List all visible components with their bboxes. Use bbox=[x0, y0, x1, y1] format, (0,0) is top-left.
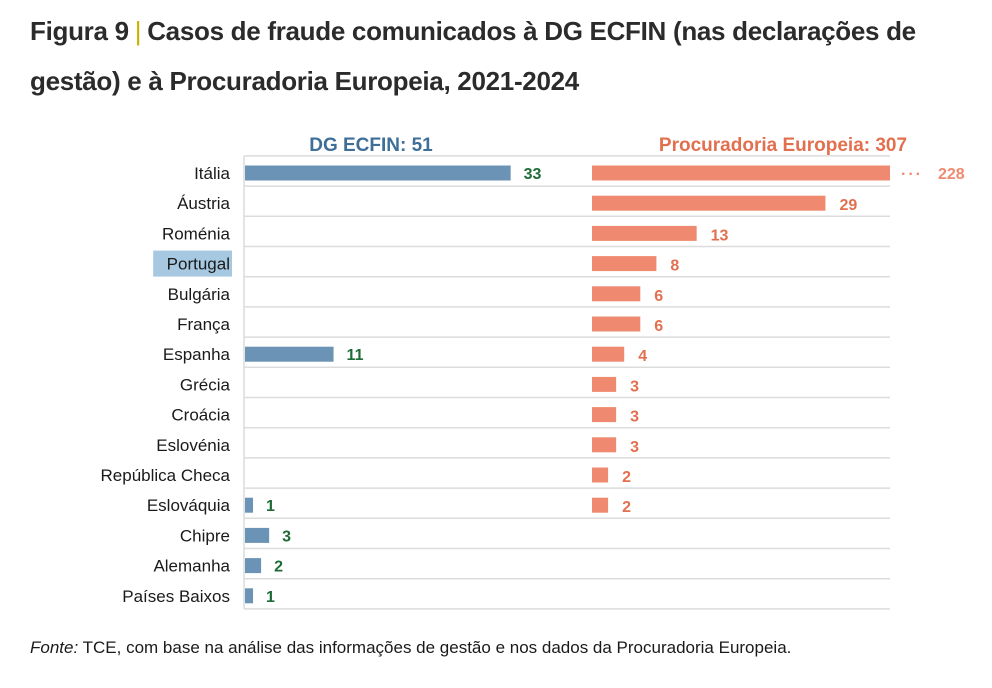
category-label: Croácia bbox=[171, 406, 230, 425]
bar-procuradoria bbox=[592, 225, 697, 241]
data-label-procuradoria: 3 bbox=[630, 378, 639, 395]
bar-dg-ecfin bbox=[245, 165, 511, 181]
bar-procuradoria bbox=[592, 165, 890, 181]
bar-dg-ecfin bbox=[245, 497, 254, 513]
data-label-procuradoria: 4 bbox=[638, 348, 647, 365]
bar-dg-ecfin bbox=[245, 346, 334, 362]
source-note: Fonte: TCE, com base na análise das info… bbox=[30, 638, 791, 658]
data-label-procuradoria: 13 bbox=[711, 227, 729, 244]
title-separator: | bbox=[134, 16, 142, 46]
data-label-procuradoria: 8 bbox=[670, 258, 679, 275]
category-highlight bbox=[153, 250, 232, 277]
data-label-dg-ecfin: 11 bbox=[347, 347, 364, 364]
chart: DG ECFIN: 51 Procuradoria Europeia: 307 It… bbox=[101, 135, 965, 610]
data-label-procuradoria: 29 bbox=[839, 197, 857, 214]
truncation-marker: ··· bbox=[901, 166, 923, 183]
figure-title: Figura 9 | Casos de fraude comunicados à D… bbox=[30, 6, 980, 106]
category-label: França bbox=[177, 315, 230, 334]
category-label: Espanha bbox=[163, 345, 231, 364]
bar-procuradoria bbox=[592, 316, 641, 332]
category-label: Itália bbox=[194, 164, 230, 183]
category-label: Portugal bbox=[167, 255, 230, 274]
bar-procuradoria bbox=[592, 407, 617, 423]
category-label: Eslovénia bbox=[156, 436, 230, 455]
data-label-procuradoria: 6 bbox=[654, 288, 663, 305]
bar-dg-ecfin bbox=[245, 588, 254, 604]
panel-title-procuradoria: Procuradoria Europeia: 307 bbox=[659, 135, 907, 156]
data-label-procuradoria: 2 bbox=[622, 469, 631, 486]
figure-label: Figura 9 bbox=[30, 16, 129, 46]
data-label-procuradoria: 3 bbox=[630, 439, 639, 456]
category-label: Alemanha bbox=[153, 557, 230, 576]
data-label-procuradoria: 228 bbox=[938, 166, 965, 183]
data-label-procuradoria: 3 bbox=[630, 409, 639, 426]
bar-procuradoria bbox=[592, 437, 617, 453]
data-label-dg-ecfin: 33 bbox=[524, 166, 542, 183]
data-label-dg-ecfin: 3 bbox=[282, 528, 291, 545]
bar-procuradoria bbox=[592, 376, 617, 392]
data-label-dg-ecfin: 1 bbox=[266, 589, 275, 606]
bar-dg-ecfin bbox=[245, 558, 262, 574]
source-prefix: Fonte: bbox=[30, 638, 79, 657]
bar-procuradoria bbox=[592, 256, 657, 272]
source-text: TCE, com base na análise das informações… bbox=[78, 638, 792, 657]
data-label-dg-ecfin: 1 bbox=[266, 498, 275, 515]
bar-procuradoria bbox=[592, 286, 641, 302]
category-label: Bulgária bbox=[168, 285, 231, 304]
bar-procuradoria bbox=[592, 195, 826, 211]
category-label: Chipre bbox=[180, 526, 230, 545]
bar-procuradoria bbox=[592, 497, 609, 513]
data-label-procuradoria: 6 bbox=[654, 318, 663, 335]
bar-procuradoria bbox=[592, 467, 609, 483]
panel-title-dg-ecfin: DG ECFIN: 51 bbox=[309, 135, 433, 156]
bar-dg-ecfin bbox=[245, 527, 270, 543]
data-label-dg-ecfin: 2 bbox=[274, 559, 283, 576]
category-label: Eslováquia bbox=[147, 496, 231, 515]
data-label-procuradoria: 2 bbox=[622, 499, 631, 516]
category-label: Roménia bbox=[162, 224, 231, 243]
category-label: Áustria bbox=[177, 194, 230, 213]
bar-procuradoria bbox=[592, 346, 625, 362]
category-label: República Checa bbox=[101, 466, 231, 485]
category-label: Grécia bbox=[180, 375, 231, 394]
category-label: Países Baixos bbox=[122, 587, 230, 606]
figure-title-text: Casos de fraude comunicados à DG ECFIN (… bbox=[30, 16, 916, 96]
